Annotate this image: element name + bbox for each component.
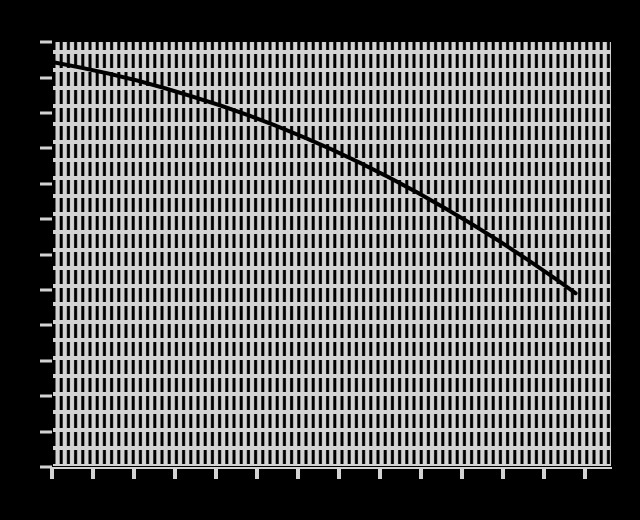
y-axis-ticks xyxy=(40,40,52,469)
data-series-line xyxy=(52,59,578,296)
x-axis-ticks xyxy=(50,468,587,479)
grid-lines xyxy=(52,41,612,467)
